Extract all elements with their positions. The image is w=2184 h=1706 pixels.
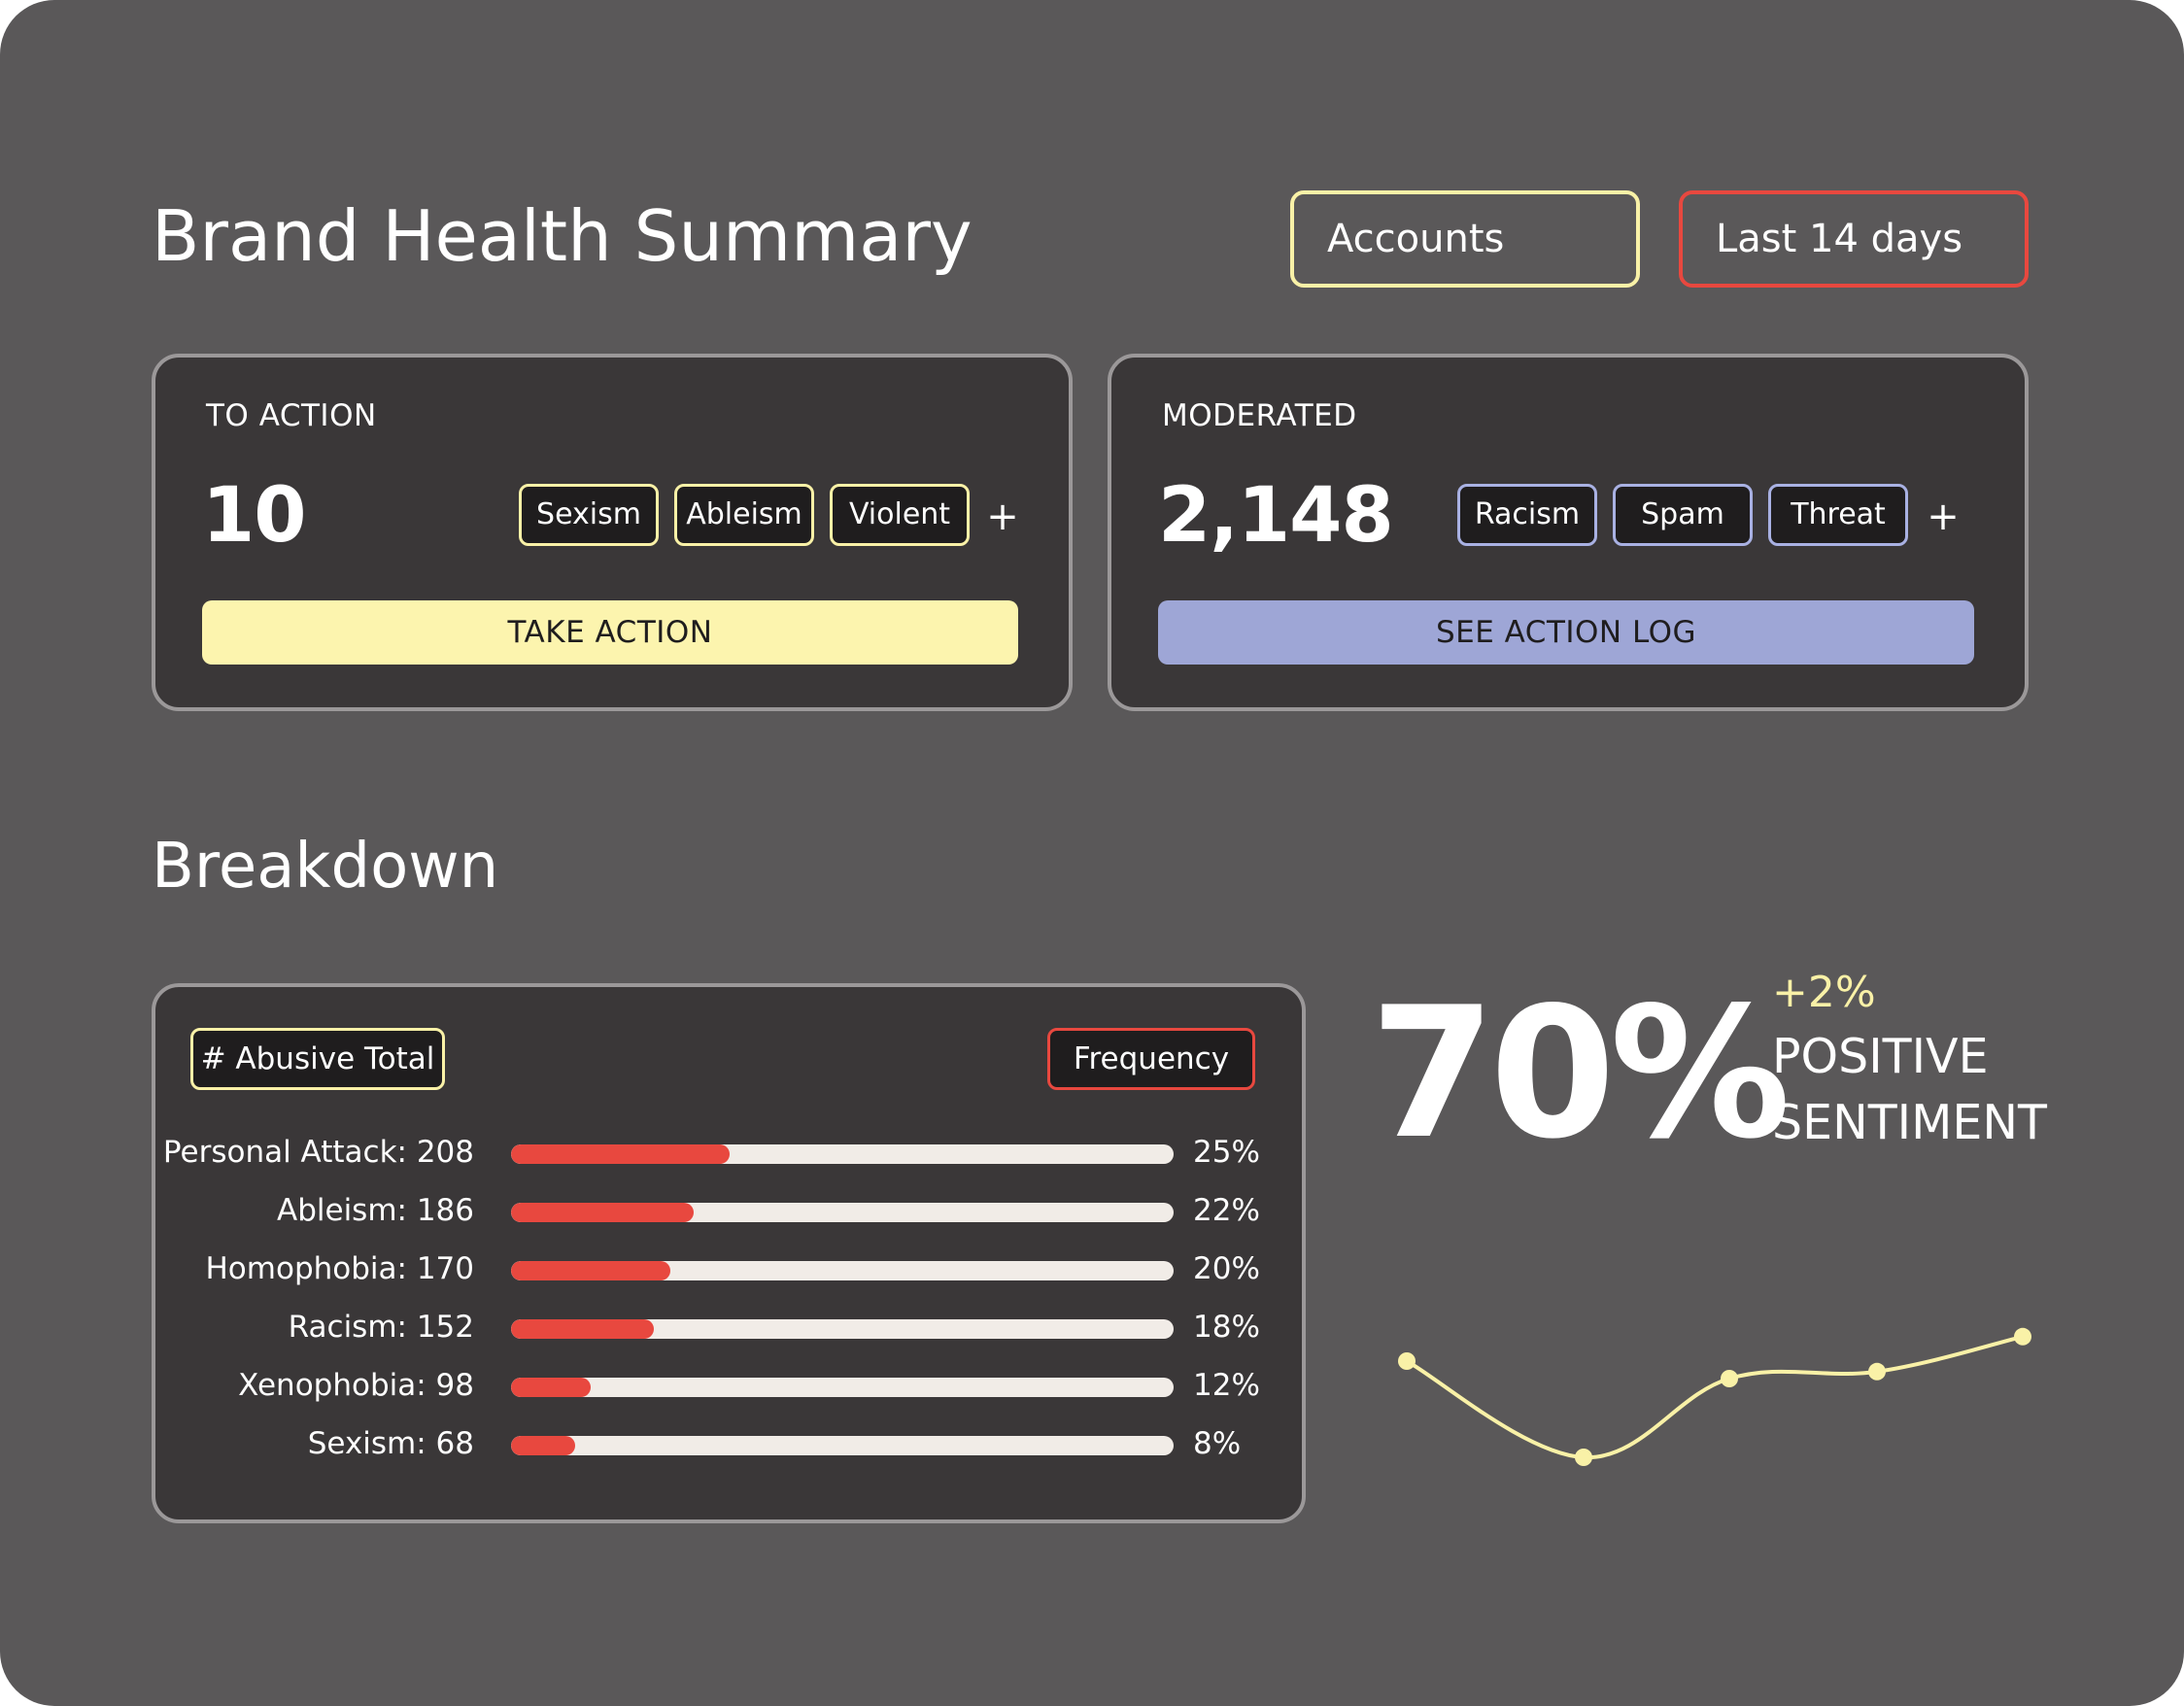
accounts-filter-button[interactable]: Accounts (1290, 190, 1640, 288)
breakdown-row-percent: 22% (1193, 1193, 1260, 1228)
breakdown-row-percent: 18% (1193, 1310, 1260, 1345)
breakdown-bar-track (511, 1378, 1174, 1397)
breakdown-row-label: Personal Attack: 208 (162, 1135, 474, 1170)
to-action-label: TO ACTION (206, 398, 377, 433)
breakdown-bar-track (511, 1436, 1174, 1455)
tag-racism[interactable]: Racism (1457, 484, 1597, 546)
breakdown-bar-fill (511, 1378, 591, 1397)
tag-sexism[interactable]: Sexism (519, 484, 659, 546)
sparkline-point (2014, 1327, 2031, 1346)
breakdown-row: Personal Attack: 208 25% (155, 1133, 1302, 1172)
breakdown-card: # Abusive Total Frequency Personal Attac… (152, 983, 1306, 1523)
add-tag-plus-icon[interactable]: + (1927, 495, 1960, 539)
breakdown-bar-track (511, 1319, 1174, 1339)
abusive-total-toggle[interactable]: # Abusive Total (190, 1028, 445, 1090)
breakdown-row-percent: 25% (1193, 1135, 1260, 1170)
breakdown-row: Xenophobia: 98 12% (155, 1366, 1302, 1405)
sparkline-point (1398, 1352, 1416, 1370)
breakdown-row-label: Sexism: 68 (307, 1426, 474, 1461)
to-action-count: 10 (202, 472, 307, 560)
tag-threat[interactable]: Threat (1768, 484, 1908, 546)
breakdown-bar-fill (511, 1319, 654, 1339)
see-action-log-button[interactable]: SEE ACTION LOG (1158, 600, 1974, 665)
breakdown-row-percent: 8% (1193, 1426, 1242, 1461)
sentiment-sparkline (1398, 1327, 2031, 1466)
moderated-count: 2,148 (1158, 472, 1394, 560)
breakdown-bar-fill (511, 1203, 694, 1222)
breakdown-row: Sexism: 68 8% (155, 1424, 1302, 1463)
page-title: Brand Health Summary (152, 195, 973, 277)
sparkline-points (1398, 1327, 2031, 1466)
sentiment-label-line1: POSITIVE (1772, 1029, 1989, 1084)
tag-violent[interactable]: Violent (830, 484, 970, 546)
tag-ableism[interactable]: Ableism (674, 484, 814, 546)
sparkline-point (1868, 1362, 1886, 1381)
moderated-label: MODERATED (1162, 398, 1357, 433)
breakdown-bar-fill (511, 1144, 731, 1164)
breakdown-row-label: Racism: 152 (288, 1310, 474, 1345)
sparkline-point (1575, 1449, 1592, 1466)
breakdown-heading: Breakdown (152, 831, 499, 903)
sentiment-label-line2: SENTIMENT (1772, 1095, 2047, 1150)
breakdown-row-percent: 20% (1193, 1251, 1260, 1286)
breakdown-bar-fill (511, 1261, 670, 1280)
take-action-button[interactable]: TAKE ACTION (202, 600, 1018, 665)
sentiment-percentage: 70% (1370, 968, 1791, 1178)
breakdown-row-label: Xenophobia: 98 (238, 1368, 474, 1403)
breakdown-row: Ableism: 186 22% (155, 1191, 1302, 1230)
breakdown-row-label: Ableism: 186 (277, 1193, 474, 1228)
sparkline-point (1721, 1370, 1738, 1387)
breakdown-row-percent: 12% (1193, 1368, 1260, 1403)
breakdown-bar-fill (511, 1436, 576, 1455)
to-action-card: TO ACTION 10 Sexism Ableism Violent + TA… (152, 354, 1073, 711)
breakdown-bar-track (511, 1261, 1174, 1280)
sparkline-path (1405, 1334, 2025, 1460)
breakdown-row: Racism: 152 18% (155, 1308, 1302, 1347)
sentiment-label: POSITIVE SENTIMENT (1772, 1024, 2047, 1156)
breakdown-row-label: Homophobia: 170 (205, 1251, 475, 1286)
moderated-card: MODERATED 2,148 Racism Spam Threat + SEE… (1108, 354, 2029, 711)
frequency-toggle[interactable]: Frequency (1047, 1028, 1255, 1090)
tag-spam[interactable]: Spam (1613, 484, 1753, 546)
breakdown-row: Homophobia: 170 20% (155, 1249, 1302, 1288)
breakdown-bar-track (511, 1203, 1174, 1222)
date-range-filter-button[interactable]: Last 14 days (1679, 190, 2029, 288)
add-tag-plus-icon[interactable]: + (986, 495, 1019, 539)
breakdown-bar-track (511, 1144, 1174, 1164)
sentiment-delta: +2% (1772, 968, 1876, 1017)
